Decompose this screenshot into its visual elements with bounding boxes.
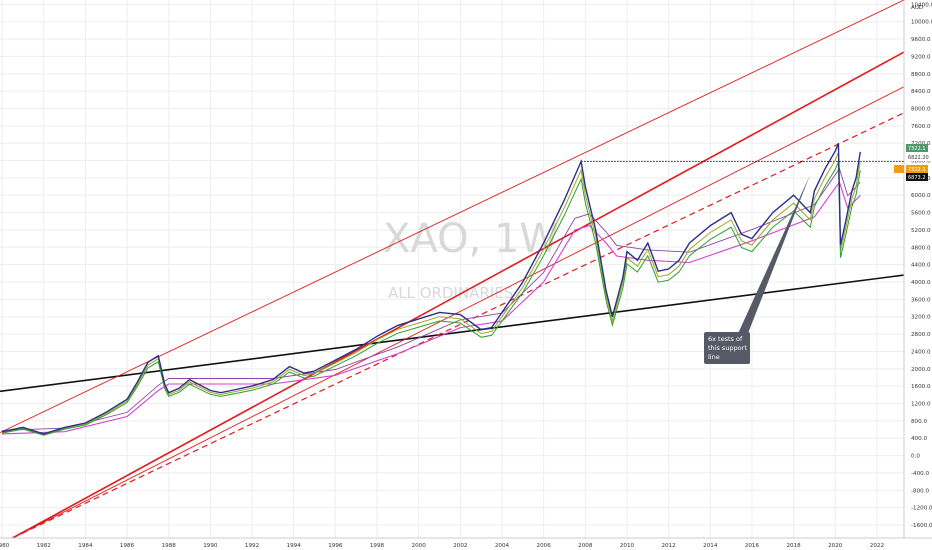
price-series	[1, 142, 861, 436]
price-tag-marker: 7322.1	[894, 165, 928, 173]
x-tick-label: 1982	[37, 543, 51, 549]
time-axis: 1980 1982 1984 1986 1988 1990 1992 1994 1996 1998…	[0, 543, 884, 549]
x-tick-label: 2010	[620, 543, 635, 549]
y-tick-label: 800.0	[911, 419, 927, 425]
y-tick-label: 9200.0	[911, 54, 931, 60]
x-tick-label: 2002	[453, 543, 467, 549]
channel-mid-dashed-line	[12, 112, 905, 539]
annotation-line-3: line	[708, 353, 720, 361]
channel-outer-line	[0, 0, 905, 433]
x-tick-label: 1990	[203, 543, 218, 549]
x-tick-label: 1986	[120, 543, 135, 549]
y-tick-label: 2800.0	[911, 332, 931, 338]
x-tick-label: 1992	[245, 543, 259, 549]
price-tag-current: 6822.20	[906, 153, 932, 161]
x-tick-label: 1984	[78, 543, 93, 549]
time-axis-bg[interactable]	[0, 538, 932, 550]
annotation-line-1: 6x tests of	[708, 335, 743, 343]
price-tag-marker-text: 7322.1	[908, 167, 926, 173]
y-tick-label: 5600.0	[911, 211, 931, 217]
y-tick-label: 8800.0	[911, 72, 931, 78]
y-tick-label: 10400.0	[911, 2, 932, 8]
price-tag-high-text: 7322.1	[908, 146, 926, 152]
x-tick-label: 1998	[370, 543, 385, 549]
annotation-line-2: this support	[708, 344, 747, 352]
price-tag-close-text: 6873.2	[908, 175, 926, 181]
y-tick-label: 10000.0	[911, 20, 932, 26]
x-tick-label: 2004	[495, 543, 510, 549]
y-tick-label: 400.0	[911, 436, 927, 442]
y-tick-label: 0.0	[911, 454, 920, 460]
y-tick-label: 6000.0	[911, 193, 931, 199]
price-tag-current-text: 6822.20	[908, 155, 929, 161]
price-line	[1, 142, 861, 435]
y-tick-label: 9600.0	[911, 37, 931, 43]
x-tick-label: 2018	[786, 543, 801, 549]
x-tick-label: 2014	[703, 543, 718, 549]
watermark: XAO, 1W ALL ORDINARIES	[383, 216, 559, 302]
x-tick-label: 2000	[412, 543, 427, 549]
x-tick-label: 2012	[662, 543, 676, 549]
annotation-box	[704, 332, 750, 364]
watermark-name: ALL ORDINARIES	[388, 284, 513, 302]
annotation-pointer	[736, 175, 810, 341]
support-line-black	[0, 274, 905, 393]
x-tick-label: 2006	[537, 543, 552, 549]
x-tick-label: 2022	[870, 543, 884, 549]
y-tick-label: 4800.0	[911, 245, 931, 251]
ma-line-olive	[2, 152, 861, 436]
y-tick-label: 8400.0	[911, 89, 931, 95]
y-tick-label: 2400.0	[911, 349, 931, 355]
x-tick-label: 2008	[578, 543, 593, 549]
x-tick-label: 1988	[162, 543, 177, 549]
y-tick-label: 4400.0	[911, 263, 931, 269]
channel-upper-inner-line	[12, 86, 905, 539]
ma-line-purple	[2, 167, 861, 431]
y-tick-label: -800.0	[911, 488, 929, 494]
x-tick-label: 2020	[828, 543, 843, 549]
x-tick-label: 1980	[0, 543, 10, 549]
watermark-symbol: XAO, 1W	[383, 216, 559, 262]
y-tick-label: 2000.0	[911, 367, 931, 373]
channel-lower-line	[12, 51, 905, 539]
ma-line-green	[2, 161, 861, 436]
y-tick-label: 6800.0	[911, 159, 931, 165]
y-tick-label: AUD	[911, 5, 923, 11]
y-tick-label: -1200.0	[911, 506, 932, 512]
grid	[0, 0, 904, 538]
y-tick-label: 1200.0	[911, 402, 931, 408]
y-tick-label: 1600.0	[911, 384, 931, 390]
y-tick-label: 5200.0	[911, 228, 931, 234]
y-tick-label: 7600.0	[911, 124, 931, 130]
y-tick-label: -1600.0	[911, 523, 932, 529]
y-tick-label: 4000.0	[911, 280, 931, 286]
price-tag-high: 7322.1	[906, 144, 928, 152]
x-tick-label: 1994	[287, 543, 302, 549]
x-tick-label: 2016	[745, 543, 760, 549]
y-tick-label: 3200.0	[911, 315, 931, 321]
price-tag-close: 6873.2	[906, 173, 928, 181]
annotation-callout[interactable]: 6x tests of this support line	[704, 175, 810, 364]
y-tick-label: 8000.0	[911, 106, 931, 112]
price-axis-bg[interactable]	[904, 0, 932, 538]
y-tick-label: 3600.0	[911, 297, 931, 303]
x-tick-label: 1996	[328, 543, 343, 549]
y-tick-label: -400.0	[911, 471, 929, 477]
